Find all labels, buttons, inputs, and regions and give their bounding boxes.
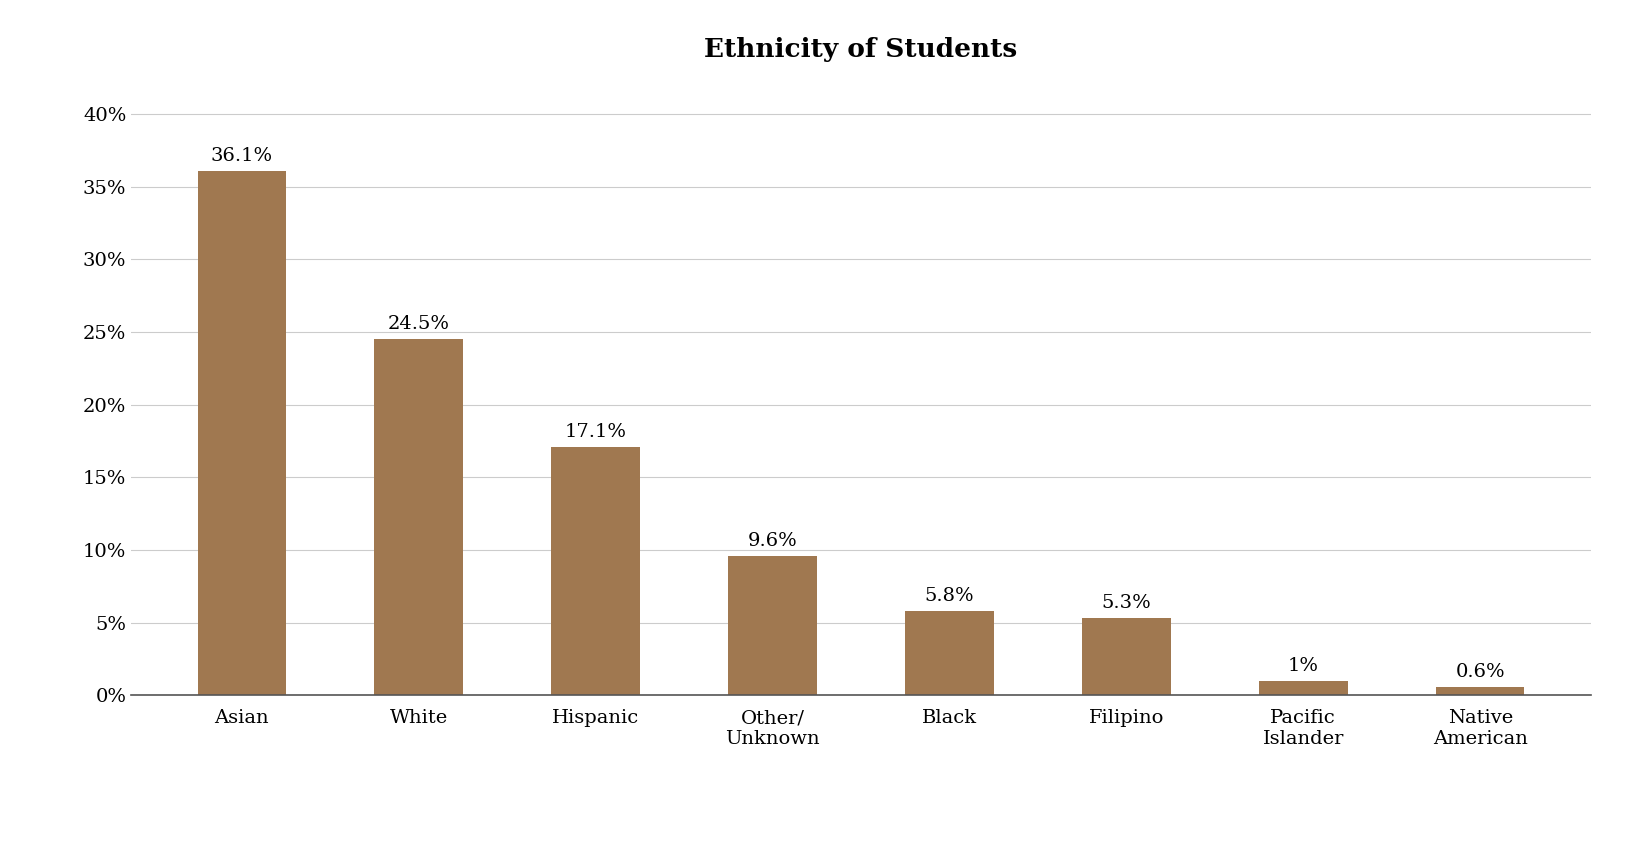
Text: 36.1%: 36.1% <box>210 147 272 165</box>
Text: 1%: 1% <box>1287 657 1318 675</box>
Text: 24.5%: 24.5% <box>387 315 449 333</box>
Text: 5.8%: 5.8% <box>924 587 974 605</box>
Bar <box>1082 618 1170 695</box>
Bar <box>1436 687 1524 695</box>
Title: Ethnicity of Students: Ethnicity of Students <box>703 37 1018 62</box>
Bar <box>374 339 462 695</box>
Bar <box>728 555 816 695</box>
Bar <box>551 447 639 695</box>
Text: 17.1%: 17.1% <box>564 423 626 441</box>
Text: 5.3%: 5.3% <box>1101 594 1151 612</box>
Bar <box>197 170 285 695</box>
Bar <box>905 611 993 695</box>
Text: 0.6%: 0.6% <box>1454 663 1505 681</box>
Bar <box>1259 681 1347 695</box>
Text: 9.6%: 9.6% <box>747 532 797 550</box>
